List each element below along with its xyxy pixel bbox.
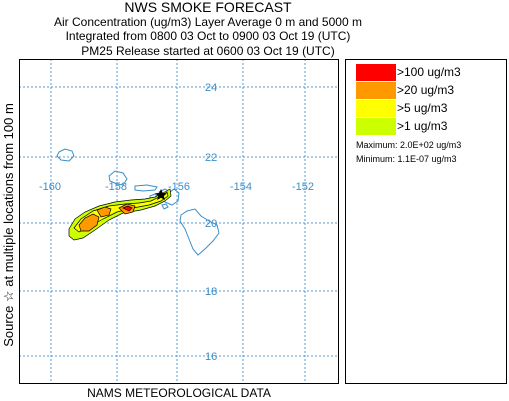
lon-label-160: -160 [39, 181, 61, 193]
legend-label-1: >1 ug/m3 [397, 119, 448, 133]
legend-label-100: >100 ug/m3 [397, 65, 461, 79]
legend-swatch-5 [356, 100, 396, 117]
plume-contour-20-west [78, 213, 100, 232]
coast-kauai [56, 148, 75, 162]
legend-item-100: >100 ug/m3 [356, 64, 501, 81]
legend-swatch-20 [356, 82, 396, 99]
coast-oahu [108, 170, 128, 186]
map-frame [19, 59, 339, 384]
source-label: Source ☆ at multiple locations from 100 … [1, 103, 16, 347]
met-data-footer: NAMS METEOROLOGICAL DATA [87, 386, 271, 400]
lon-label-152: -152 [292, 181, 314, 193]
smoke-plume [68, 188, 172, 241]
min-concentration: Minimum: 1.1E-07 ug/m3 [356, 154, 457, 164]
legend-item-1: >1 ug/m3 [356, 118, 501, 135]
legend-item-5: >5 ug/m3 [356, 100, 501, 117]
title-block: NWS SMOKE FORECAST Air Concentration (ug… [18, 0, 398, 58]
legend-label-20: >20 ug/m3 [397, 83, 455, 97]
source-marker[interactable] [155, 189, 167, 200]
map-canvas[interactable]: -160 -158 -156 -154 -152 24 22 20 18 16 [19, 59, 339, 384]
max-concentration: Maximum: 2.0E+02 ug/m3 [356, 140, 462, 150]
source-star-icon [155, 189, 167, 200]
legend-item-20: >20 ug/m3 [356, 82, 501, 99]
lat-label-16: 16 [205, 351, 217, 363]
lat-label-24: 24 [205, 82, 217, 94]
coast-molokai [134, 184, 158, 192]
subtitle-concentration: Air Concentration (ug/m3) Layer Average … [54, 14, 362, 29]
subtitle-integration: Integrated from 0800 03 Oct to 0900 03 O… [65, 29, 351, 43]
legend-swatch-100 [356, 64, 396, 81]
legend-swatch-1 [356, 118, 396, 135]
lat-label-18: 18 [205, 286, 217, 298]
lon-label-154: -154 [230, 181, 252, 193]
coast-big-island [179, 208, 220, 256]
lat-label-22: 22 [205, 152, 217, 164]
subtitle-release: PM25 Release started at 0600 03 Oct 19 (… [81, 43, 335, 58]
map-title: NWS SMOKE FORECAST [124, 0, 292, 15]
legend-label-5: >5 ug/m3 [397, 101, 448, 115]
plume-contour-20-mid [96, 206, 112, 218]
plume-contour-100 [122, 205, 133, 212]
legend: >100 ug/m3 >20 ug/m3 >5 ug/m3 >1 ug/m3 M… [345, 59, 507, 384]
coast-kahoolawe [161, 203, 169, 210]
lon-label-158: -158 [105, 181, 127, 193]
lon-label-156: -156 [168, 181, 190, 193]
